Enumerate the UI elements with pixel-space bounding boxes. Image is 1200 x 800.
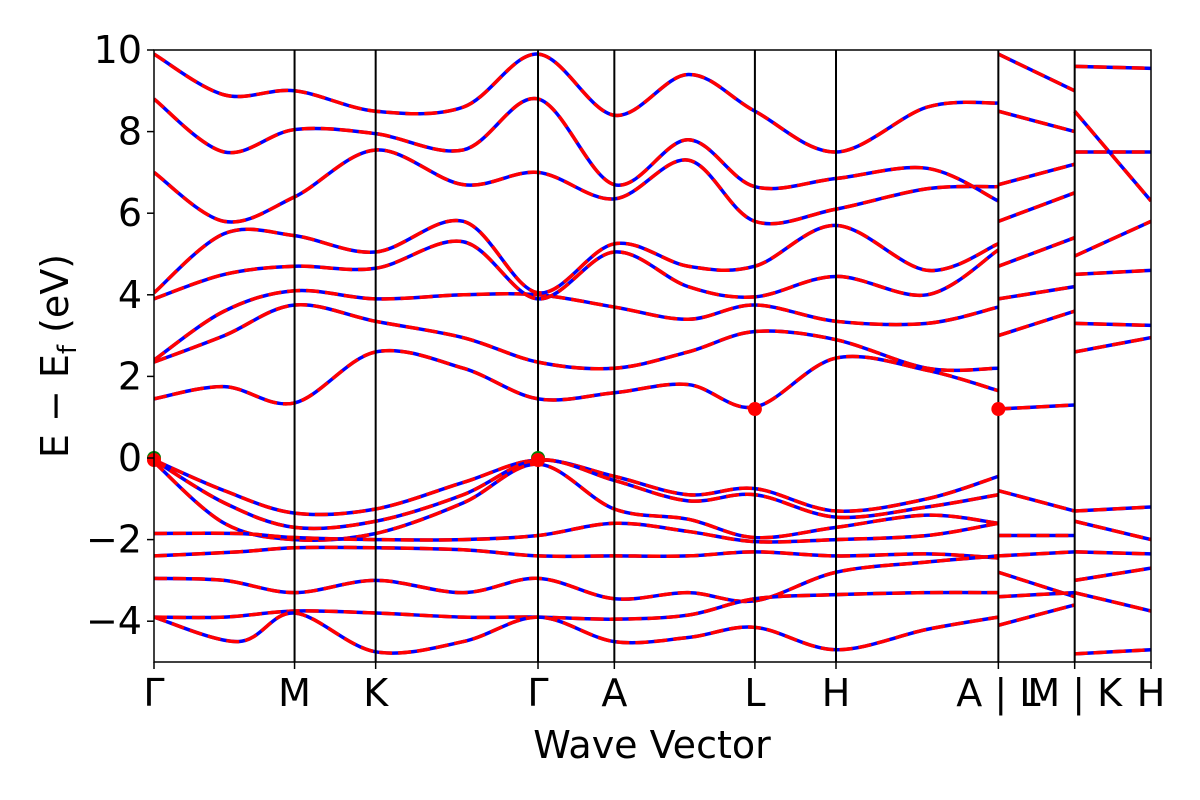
band-line-red xyxy=(1073,110,1151,203)
y-tick-label: 10 xyxy=(94,28,142,72)
band-line-red xyxy=(154,288,999,362)
band-line-red xyxy=(997,162,1076,187)
band-line-red xyxy=(1074,566,1151,583)
band-line-red xyxy=(1074,268,1151,277)
x-tick-label: L xyxy=(744,671,765,715)
x-tick-label: M xyxy=(278,671,311,715)
plot-frame xyxy=(153,49,1152,663)
y-tick-label: 6 xyxy=(118,191,142,235)
band-line-red xyxy=(154,460,999,542)
cbm-marker xyxy=(531,453,546,468)
y-tick-label: −2 xyxy=(86,518,142,562)
kpoint-lines xyxy=(293,50,1076,662)
band-line-red xyxy=(1074,505,1151,513)
x-tick-label: K xyxy=(363,671,389,715)
x-tick-label: Γ xyxy=(143,671,164,715)
x-tick-label: M | K xyxy=(1027,671,1123,716)
x-ticks: Γ M K Γ A L H A | LM | K H xyxy=(143,662,1165,716)
band-line-red xyxy=(997,236,1076,268)
band-line-red xyxy=(154,302,999,373)
band-line-red xyxy=(997,570,1076,599)
band-line-red xyxy=(1074,335,1151,354)
band-line-red xyxy=(997,52,1076,93)
x-tick-label: A xyxy=(601,671,627,715)
band-line-red xyxy=(998,550,1075,558)
band-line-red xyxy=(1074,648,1151,656)
band-line-red xyxy=(997,309,1076,338)
band-line-red xyxy=(154,458,999,531)
y-axis-label-suffix: (eV) xyxy=(33,254,77,345)
y-tick-label: 4 xyxy=(118,273,142,317)
x-tick-label: H xyxy=(822,671,851,715)
band-line-red xyxy=(154,590,999,621)
x-tick-label: Γ xyxy=(527,671,548,715)
band-line-red xyxy=(997,191,1076,223)
x-tick-label: H xyxy=(1137,671,1166,715)
y-ticks: −4 −2 0 2 4 6 8 10 xyxy=(86,28,154,643)
band-line-red xyxy=(1074,590,1151,613)
x-tick-label: A | L xyxy=(956,671,1040,716)
band-line-red xyxy=(1074,64,1151,71)
y-axis-label-subscript: f xyxy=(53,344,83,354)
band-line-red xyxy=(998,284,1075,301)
y-axis-label-prefix: E − E xyxy=(33,354,77,458)
band-line-red xyxy=(154,521,999,544)
band-line-red xyxy=(997,488,1076,513)
band-line-red xyxy=(154,611,999,655)
y-tick-label: 8 xyxy=(118,110,142,154)
band-line-red xyxy=(1074,321,1151,328)
band-line-red xyxy=(997,603,1076,627)
band-line-red xyxy=(1073,219,1151,258)
band-line-red xyxy=(998,590,1075,599)
band-line-red xyxy=(1074,519,1151,542)
band-line-red xyxy=(997,109,1076,134)
y-tick-label: 2 xyxy=(118,354,142,398)
cbm-marker xyxy=(747,402,762,417)
band-line-red xyxy=(1074,550,1151,556)
x-axis-label: Wave Vector xyxy=(533,723,771,767)
cbm-marker xyxy=(991,402,1006,417)
y-axis-label: E − Ef (eV) xyxy=(33,254,83,458)
band-line-red xyxy=(154,545,999,560)
plot-background xyxy=(154,50,1151,662)
y-tick-label: 0 xyxy=(118,436,142,480)
y-tick-label: −4 xyxy=(86,599,142,643)
